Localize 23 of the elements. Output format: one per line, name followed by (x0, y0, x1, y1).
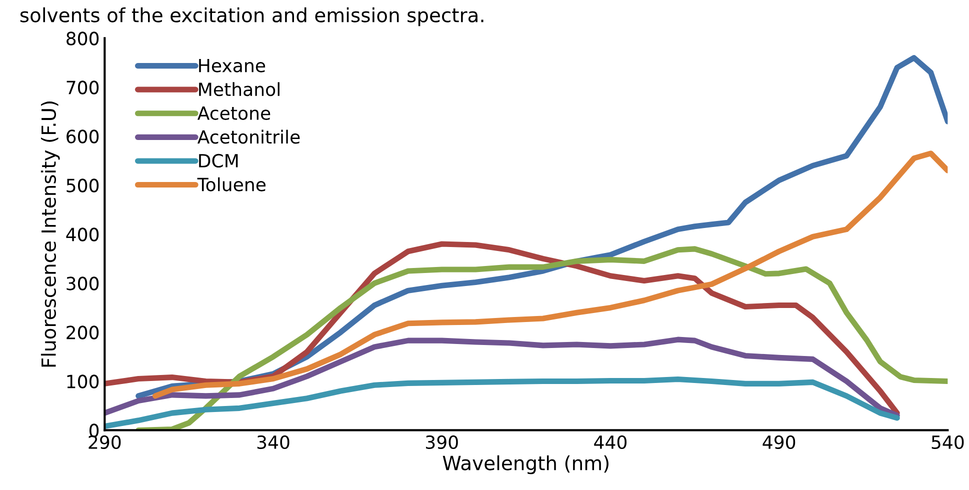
y-tick-label: 300 (66, 276, 99, 290)
legend-label: Acetonitrile (197, 130, 300, 144)
y-tick-label: 400 (66, 228, 99, 242)
x-tick-label: 440 (594, 435, 626, 450)
y-tick-label: 100 (67, 374, 99, 388)
y-tick-label: 700 (66, 80, 99, 94)
x-tick-label: 290 (88, 435, 121, 450)
x-axis-title: Wavelength (nm) (442, 455, 608, 474)
x-tick-label: 490 (762, 435, 796, 450)
y-tick-label: 500 (66, 178, 99, 192)
legend-label: Methanol (199, 82, 280, 96)
legend-label: DCM (199, 154, 238, 168)
y-tick-label: 800 (66, 32, 99, 46)
legend-label: Toluene (197, 177, 266, 192)
legend-label: Acetone (197, 106, 270, 120)
legend-label: Hexane (199, 58, 266, 72)
x-tick-label: 540 (932, 435, 964, 450)
text: solvents of the excitation and emission spectra. (20, 7, 484, 26)
y-axis-title: Fluorescence Intensity (F.U) (40, 102, 60, 367)
x-tick-label: 390 (426, 435, 458, 450)
y-tick-label: 600 (66, 130, 99, 144)
y-tick-label: 200 (66, 326, 99, 340)
x-tick-label: 340 (257, 435, 290, 450)
